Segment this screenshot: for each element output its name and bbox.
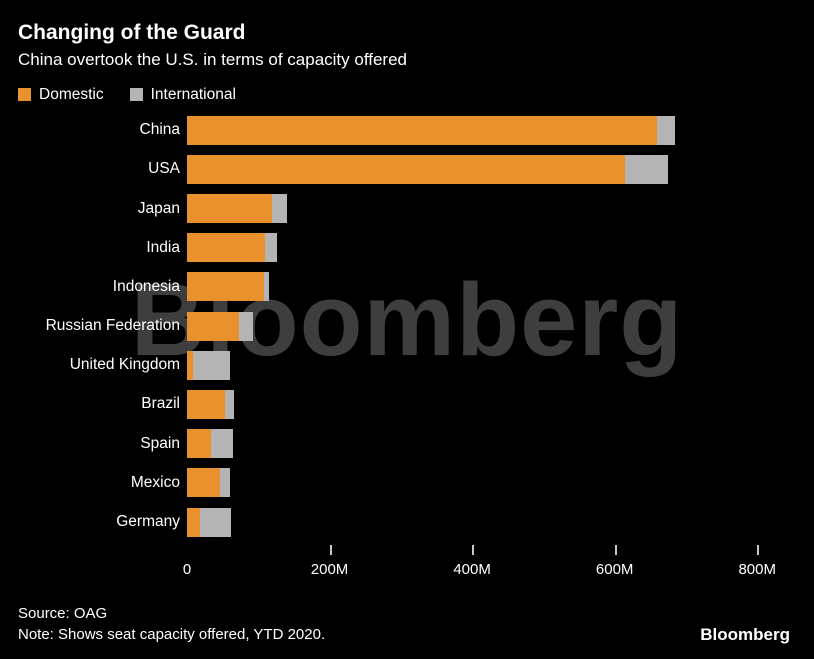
bar-segment-international (271, 194, 287, 224)
category-label: Mexico (130, 473, 180, 491)
legend-label-international: International (150, 85, 236, 103)
legend-item-international: International (129, 85, 236, 104)
chart-footer: Source: OAG Note: Shows seat capacity of… (18, 603, 790, 645)
axis-tick-label: 400M (453, 560, 491, 578)
bar-track (187, 350, 790, 380)
category-label: Spain (140, 434, 180, 452)
domestic-swatch-icon (18, 88, 31, 102)
bar-track (187, 389, 790, 419)
legend-label-domestic: Domestic (39, 85, 104, 103)
bar-track (187, 468, 790, 498)
axis-tick-mark (472, 544, 475, 555)
bloomberg-logo: Bloomberg (700, 625, 790, 644)
axis-tick-label: 200M (310, 560, 349, 578)
bar-segment-international (657, 115, 676, 145)
chart-row: Germany (18, 502, 790, 541)
chart-row: United Kingdom (18, 346, 790, 385)
axis-tick-label: 0 (182, 560, 192, 578)
axis-tick-label: 800M (738, 560, 776, 578)
category-label: Russian Federation (45, 317, 180, 335)
chart-row: Russian Federation (18, 307, 790, 346)
bar-segment-domestic (187, 233, 265, 263)
category-label: Brazil (141, 395, 180, 413)
bar-track (187, 233, 790, 263)
chart-row: Spain (18, 424, 790, 463)
chart-title: Changing of the Guard (18, 21, 246, 44)
bar-segment-international (192, 350, 230, 380)
chart-row: Japan (18, 189, 790, 228)
bar-segment-international (219, 468, 230, 498)
bar-segment-domestic (187, 389, 225, 419)
chart-legend: Domestic International (18, 86, 790, 104)
bar-segment-international (224, 389, 235, 419)
bar-segment-domestic (187, 468, 220, 498)
chart-row: India (18, 228, 790, 267)
bar-segment-domestic (187, 350, 193, 380)
x-axis: 0 200M 400M 600M 800M (183, 542, 790, 584)
bar-chart: China USA Japan India Indonesia Russian Feder… (18, 111, 790, 542)
bar-segment-international (264, 233, 277, 263)
axis-tick-label: 600M (595, 560, 634, 578)
axis-tick-mark (329, 544, 332, 555)
bar-segment-international (625, 154, 669, 184)
bar-track (187, 311, 790, 341)
axis-tick-mark (757, 544, 760, 555)
bar-segment-international (199, 507, 232, 537)
note-text: Note: Shows seat capacity offered, YTD 2… (18, 626, 326, 643)
bar-track (187, 429, 790, 459)
category-label: United Kingdom (69, 356, 180, 374)
bar-track (187, 115, 790, 145)
bar-segment-international (211, 429, 233, 459)
chart-row: Mexico (18, 463, 790, 502)
chart-subtitle: China overtook the U.S. in terms of capa… (18, 50, 407, 70)
chart-row: China (18, 111, 790, 150)
bar-segment-domestic (187, 272, 264, 302)
bar-segment-international (263, 272, 269, 302)
international-swatch-icon (129, 88, 143, 102)
chart-header: Changing of the Guard China overtook the… (18, 20, 790, 71)
category-label: India (146, 238, 180, 256)
bar-segment-international (239, 311, 253, 341)
category-label: Japan (137, 199, 180, 217)
axis-tick-mark (614, 544, 617, 555)
category-label: China (139, 121, 181, 139)
bar-segment-domestic (187, 115, 658, 145)
bar-segment-domestic (187, 429, 212, 459)
category-label: Germany (116, 513, 180, 531)
bar-segment-domestic (187, 507, 200, 537)
bar-track (187, 272, 790, 302)
bar-segment-domestic (187, 154, 626, 184)
bar-track (187, 507, 790, 537)
category-label: USA (148, 160, 180, 178)
bar-segment-domestic (187, 194, 272, 224)
chart-row: Brazil (18, 385, 790, 424)
source-text: Source: OAG (18, 605, 108, 622)
legend-item-domestic: Domestic (18, 86, 104, 104)
footer-notes: Source: OAG Note: Shows seat capacity of… (18, 603, 325, 645)
bar-segment-domestic (187, 311, 240, 341)
chart-row: Indonesia (18, 267, 790, 306)
category-label: Indonesia (112, 277, 180, 295)
chart-row: USA (18, 150, 790, 189)
bar-track (187, 194, 790, 224)
bar-track (187, 154, 790, 184)
